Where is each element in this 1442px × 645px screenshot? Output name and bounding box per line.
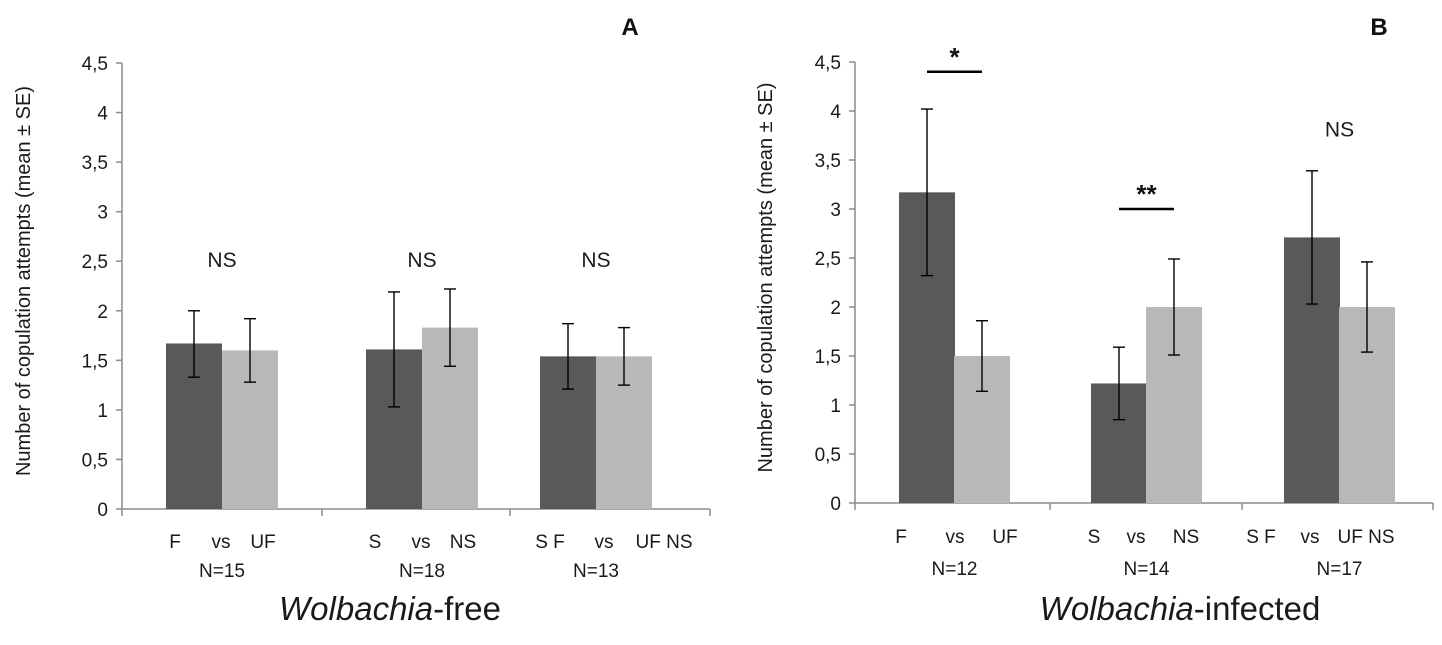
significance-label: ** — [1136, 179, 1157, 209]
y-tick-label: 0 — [830, 494, 841, 515]
group-title: Wolbachia-free — [279, 590, 501, 627]
category-label-left: F — [895, 527, 907, 548]
category-label-vs: vs — [1301, 527, 1320, 548]
category-label-vs: vs — [212, 532, 231, 553]
y-tick-label: 4 — [830, 102, 841, 123]
category-label-right: NS — [1173, 527, 1199, 548]
category-label-vs: vs — [1127, 527, 1146, 548]
y-tick-label: 1 — [97, 401, 108, 422]
y-tick-label: 3,5 — [82, 153, 108, 174]
y-tick-label: 2,5 — [815, 249, 841, 270]
y-tick-label: 2 — [97, 302, 108, 323]
panel-b-chart: 0 0,5 1 1,5 2 2,5 3 3,5 4 4,5 Number of copulation… — [755, 14, 1434, 627]
y-tick-label: 1,5 — [82, 351, 108, 372]
significance-label: NS — [1325, 119, 1354, 142]
sample-size-label: N=15 — [199, 561, 245, 582]
y-tick-label: 0,5 — [815, 445, 841, 466]
category-label-left: F — [169, 532, 181, 553]
y-tick-label: 1,5 — [815, 347, 841, 368]
sample-size-label: N=17 — [1317, 559, 1363, 580]
category-label-vs: vs — [412, 532, 431, 553]
category-label-left: S — [1088, 527, 1101, 548]
y-tick-label: 3,5 — [815, 151, 841, 172]
category-label-right: UF NS — [1338, 527, 1395, 548]
group-title-rest: -infected — [1194, 590, 1321, 627]
sample-size-label: N=14 — [1124, 559, 1170, 580]
category-label-vs: vs — [946, 527, 965, 548]
category-label-left: S F — [535, 532, 565, 553]
y-axis-label: Number of copulation attempts (mean ± SE… — [755, 82, 777, 472]
y-axis-label: Number of copulation attempts (mean ± SE… — [13, 86, 35, 476]
category-label-left: S — [369, 532, 382, 553]
category-label-right: UF NS — [636, 532, 693, 553]
panel-letter: A — [621, 14, 638, 41]
group-title-italic: Wolbachia — [279, 590, 433, 627]
y-tick-label: 0,5 — [82, 450, 108, 471]
group-title: Wolbachia-infected — [1040, 590, 1321, 627]
y-tick-label: 4 — [97, 104, 108, 125]
category-label-vs: vs — [595, 532, 614, 553]
significance-label: NS — [407, 249, 436, 272]
y-tick-label: 0 — [97, 500, 108, 521]
significance-label: NS — [207, 249, 236, 272]
y-tick-label: 3 — [830, 200, 841, 221]
significance-label: * — [949, 42, 960, 72]
category-label-right: UF — [250, 532, 275, 553]
group-title-italic: Wolbachia — [1040, 590, 1194, 627]
significance-label: NS — [581, 249, 610, 272]
y-tick-label: 2 — [830, 298, 841, 319]
y-tick-label: 1 — [830, 396, 841, 417]
y-tick-label: 4,5 — [82, 54, 108, 75]
group-title-rest: -free — [433, 590, 501, 627]
sample-size-label: N=13 — [573, 561, 619, 582]
category-label-left: S F — [1246, 527, 1276, 548]
y-tick-label: 3 — [97, 203, 108, 224]
sample-size-label: N=18 — [399, 561, 445, 582]
y-tick-label: 4,5 — [815, 53, 841, 74]
panel-letter: B — [1370, 14, 1387, 41]
category-label-right: UF — [992, 527, 1017, 548]
panel-a-chart: 0 0,5 1 1,5 2 2,5 3 3,5 4 4,5 Number of copulation… — [13, 14, 711, 627]
category-label-right: NS — [450, 532, 476, 553]
sample-size-label: N=12 — [932, 559, 978, 580]
y-tick-label: 2,5 — [82, 252, 108, 273]
